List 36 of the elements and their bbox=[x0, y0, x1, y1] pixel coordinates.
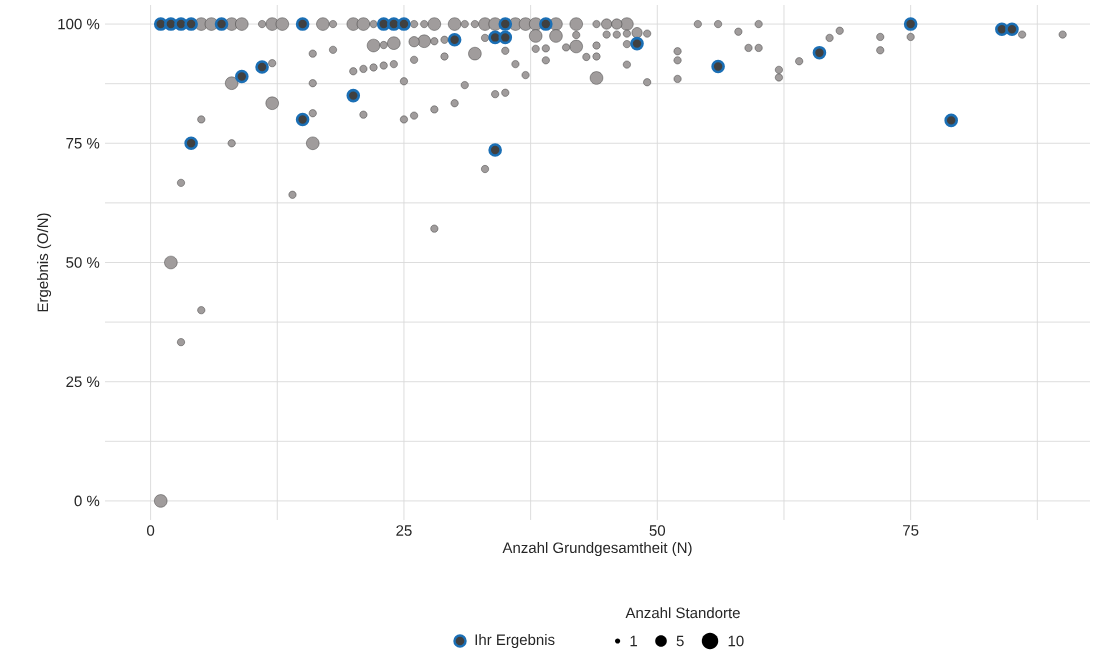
x-tick-label: 25 bbox=[396, 525, 412, 536]
point bbox=[235, 69, 249, 84]
point bbox=[944, 113, 958, 128]
point bbox=[711, 59, 725, 74]
y-tick-label: 100 % bbox=[58, 18, 100, 30]
point bbox=[184, 17, 198, 31]
point bbox=[214, 17, 229, 31]
y-axis-title: Ergebnis (O/N) bbox=[37, 213, 52, 312]
point bbox=[812, 45, 827, 60]
point bbox=[903, 17, 918, 31]
point bbox=[498, 17, 513, 31]
legend-label: 1 bbox=[630, 635, 638, 647]
point bbox=[539, 17, 553, 31]
point bbox=[1005, 22, 1019, 37]
y-tick-label: 0 % bbox=[74, 495, 100, 507]
legend-title: Anzahl Standorte bbox=[625, 607, 740, 619]
point bbox=[295, 17, 310, 31]
point bbox=[397, 17, 411, 31]
x-axis-title: Anzahl Grundgesamtheit (N) bbox=[502, 542, 692, 556]
x-tick-label: 50 bbox=[649, 525, 666, 536]
x-tick-label: 0 bbox=[147, 525, 155, 536]
point bbox=[630, 36, 644, 51]
point bbox=[498, 30, 513, 45]
point bbox=[346, 88, 361, 103]
legend-label: Ihr Ergebnis bbox=[475, 634, 555, 648]
point bbox=[255, 60, 269, 74]
point bbox=[295, 112, 310, 127]
point bbox=[184, 136, 198, 151]
legend-label: 10 bbox=[728, 635, 744, 647]
y-tick-label: 50 % bbox=[66, 257, 100, 268]
x-tick-label: 75 bbox=[903, 525, 919, 536]
point bbox=[447, 33, 462, 47]
y-tick-label: 75 % bbox=[66, 138, 100, 149]
legend-label: 5 bbox=[676, 635, 684, 647]
y-tick-label: 25 % bbox=[66, 376, 100, 388]
point bbox=[488, 143, 502, 157]
